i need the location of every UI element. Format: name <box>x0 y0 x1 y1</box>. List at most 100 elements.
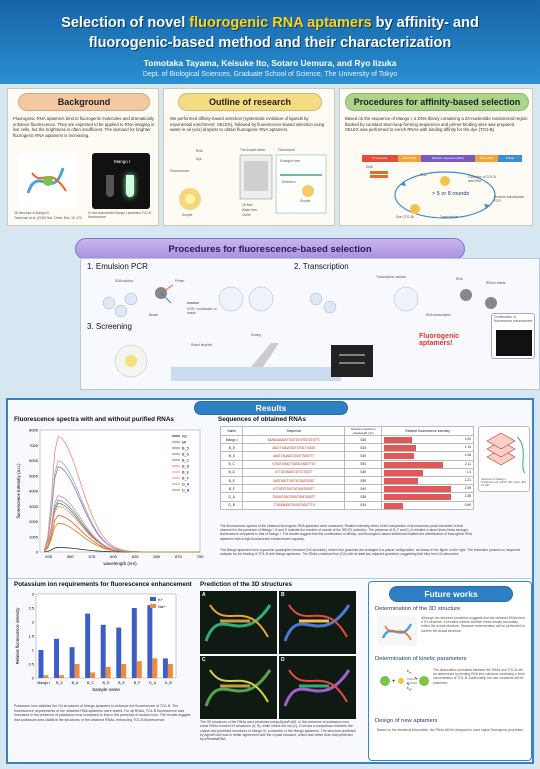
transcription-diagram: Transcription solution RNA RNA in beads … <box>296 273 536 321</box>
selex-cycle: DNA RNA Dye (TO1-B) Collection of TO1-B … <box>360 165 530 223</box>
outline-diagram: RNA Dye Fluorescence Droplet The droplet… <box>170 147 330 223</box>
mango-i-structure-image: Structure of Mango I Trachman et al. (20… <box>478 426 530 492</box>
cell-relative: 2.38 <box>381 492 474 502</box>
lbl-detection: Detection <box>282 180 296 184</box>
fluorogenic-aptamers-label: Fluorogenic aptamers! <box>419 333 460 347</box>
bar <box>131 608 137 678</box>
y-tick-label: 5000 <box>29 473 39 478</box>
bar <box>167 664 173 678</box>
sequence-note1: The fluorescence spectra of the obtained… <box>220 524 472 541</box>
lbl-droplet2: Droplet <box>300 199 311 203</box>
affinity-card: Procedures for affinity-based selection … <box>339 88 533 226</box>
sequences-title: Sequences of obtained RNAs <box>218 416 306 423</box>
cell-emission: 535 <box>344 475 383 486</box>
th-emission: Emission maximum wavelength (nm) <box>344 426 383 436</box>
potassium-note: Potassium ions stabilize the G4 structur… <box>14 704 191 722</box>
bar <box>85 613 91 678</box>
y-tick-label: 0 <box>36 550 39 555</box>
cell-sequence: AGATTAGAGGTGGGTTGGGTTT <box>242 451 346 461</box>
lbl-oil: Oil flow <box>242 203 253 207</box>
relative-intensity-bar <box>384 445 417 451</box>
lbl-rna2: RNA <box>420 173 427 177</box>
svg-text:+: + <box>392 679 396 685</box>
results-section: Results Fluorescence spectra with and wi… <box>6 398 534 764</box>
img2-caption: In vitro-transcribed Mango I aptamers TO… <box>88 211 152 219</box>
header-banner: Selection of novel fluorogenic RNA aptam… <box>0 0 540 84</box>
table-row: B_E GAGTGGGTTGGTATGGATGGGT 535 1.21 <box>219 475 474 486</box>
relative-intensity-bar <box>384 469 424 476</box>
lbl-transcription: Transcription <box>440 215 459 219</box>
prediction-grid: A B C D <box>200 591 356 719</box>
table-row: D_A TGGGGTGGGTGGGTGGATGGGTT 538 2.38 <box>219 492 474 502</box>
bar <box>90 672 96 678</box>
x-tick-label: B_5 <box>56 681 62 685</box>
cell-name: B_6 <box>219 451 244 461</box>
legend-label: B_F <box>182 477 190 481</box>
outline-title: Outline of research <box>178 93 322 111</box>
legend-label: D_B <box>182 489 190 493</box>
x-tick-label: D_B <box>165 681 173 685</box>
x-tick-label: B_F <box>134 681 141 685</box>
relative-value: 0.69 <box>464 502 471 507</box>
lbl-sorter: The droplet sorter <box>240 148 266 152</box>
bar <box>121 664 127 678</box>
affinity-text: Based on the sequence of Mango I, a DNA … <box>345 116 528 133</box>
lbl-rna-beads: RNA in beads <box>486 281 506 285</box>
panel-label: A <box>202 592 206 598</box>
lib-random: Random sequence (23nt) <box>421 155 475 162</box>
cell-emission: 535 <box>344 451 383 461</box>
y-tick-label: 2.5 <box>28 606 34 611</box>
tube-right <box>126 175 134 197</box>
lbl-confirmation: Confirmation of fluorescence enhancement <box>494 315 533 323</box>
relative-intensity-bar <box>384 461 444 468</box>
confirmation-box: Confirmation of fluorescence enhancement <box>491 313 535 359</box>
x-tick-label: B_E <box>118 681 125 685</box>
x-tick-label: 675 <box>175 554 182 559</box>
background-text: Fluorogenic RNA aptamers bind to fluorog… <box>13 116 155 138</box>
x-tick-label: 700 <box>197 554 204 559</box>
future-h1: Determination of the 3D structure <box>375 606 461 612</box>
mango-fluorescence-photo: Mango I <box>92 153 150 209</box>
relative-intensity-bar <box>384 502 404 509</box>
x-tick-label: Mango I <box>37 681 50 685</box>
table-row: Mango I GAAGGAAGGATTGGTATGTGGTATATTC 536 1.… <box>219 434 474 445</box>
sequence-note2: The Mango aptamers form a guanine quadru… <box>220 548 521 557</box>
legend-label: Na+ <box>158 604 166 609</box>
lbl-water: Water flow <box>242 208 257 212</box>
y-tick-label: 1000 <box>29 534 39 539</box>
cell-name: D_B <box>219 500 244 510</box>
lib-t7: T7 promoter <box>362 155 398 162</box>
table-row: B_D ATTGGTAGGGTGTGTTGGTT 536 1.4 <box>219 467 474 477</box>
y-tick-label: 1.5 <box>28 634 34 639</box>
legend-label: K+ <box>158 597 164 602</box>
table-row: B_F ATTGGTGTGGTATGGATGGGTT 540 2.39 <box>219 484 474 494</box>
step1-title: 1. Emulsion PCR <box>87 262 148 271</box>
cell-emission: 536 <box>344 467 383 477</box>
y-tick-label: 6000 <box>29 458 39 463</box>
lbl-rounds: × 5 or 8 rounds <box>432 191 470 197</box>
spectra-title: Fluorescence spectra with and without pu… <box>14 416 174 423</box>
affinity-title: Procedures for affinity-based selection <box>345 93 529 111</box>
relative-intensity-bar <box>384 486 452 492</box>
background-title: Background <box>18 93 150 111</box>
lbl-rt-pcr: Reverse transcription PCR <box>494 195 525 203</box>
legend-label: B_C <box>182 459 190 463</box>
x-tick-label: 550 <box>67 554 74 559</box>
cell-relative: 1.4 <box>381 467 474 477</box>
panel-label: D <box>281 657 285 663</box>
y-tick-label: 3 <box>32 592 35 597</box>
bar <box>136 661 142 678</box>
future-t2: The dissociation constants between the R… <box>433 668 525 685</box>
kon-label: kon <box>407 669 412 675</box>
structure-icon <box>377 616 417 646</box>
legend-swatch <box>150 597 156 601</box>
cell-relative: 2.39 <box>381 484 474 494</box>
future-t3: Based on the structural information, the… <box>377 728 524 732</box>
relative-value: 1.14 <box>464 445 471 450</box>
mango-iii-structure-image <box>18 153 76 209</box>
lbl-dna: DNA <box>366 165 373 169</box>
prediction-title: Prediction of the 3D structures <box>200 581 293 588</box>
lbl-dye-to1b: Dye (TO1-B) <box>396 215 415 219</box>
cell-emission: 534 <box>344 459 383 469</box>
y-tick-label: 1 <box>32 648 35 653</box>
